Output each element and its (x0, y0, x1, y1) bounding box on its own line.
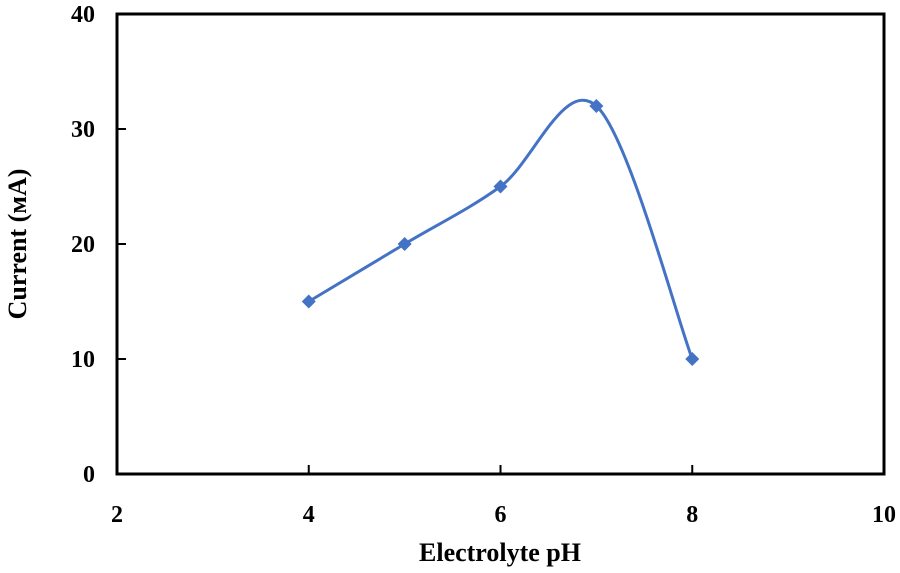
x-tick-label: 6 (495, 502, 507, 528)
y-tick-label: 40 (71, 2, 95, 28)
plot-area (115, 12, 886, 476)
x-tick-label: 2 (111, 502, 123, 528)
y-tick-label: 0 (83, 462, 95, 488)
data-point-marker (685, 352, 700, 366)
x-tick-label: 4 (303, 502, 315, 528)
y-axis-ticks: 0 10 20 30 40 (71, 2, 126, 488)
data-point-marker (589, 99, 604, 113)
y-axis-title: Current (мA) (3, 169, 32, 320)
x-axis-title: Electrolyte pH (419, 538, 581, 567)
y-tick-label: 20 (71, 232, 95, 258)
series-layer (301, 98, 700, 366)
x-tick-label: 8 (686, 502, 698, 528)
data-point-marker (493, 179, 508, 194)
x-tick-label: 10 (872, 502, 896, 528)
y-tick-label: 10 (71, 347, 95, 373)
data-point-marker (301, 294, 316, 309)
data-point-marker (397, 237, 412, 251)
series-line (307, 98, 694, 360)
y-tick-label: 30 (71, 117, 95, 143)
x-axis-ticks: 2 4 6 8 10 (111, 465, 896, 528)
